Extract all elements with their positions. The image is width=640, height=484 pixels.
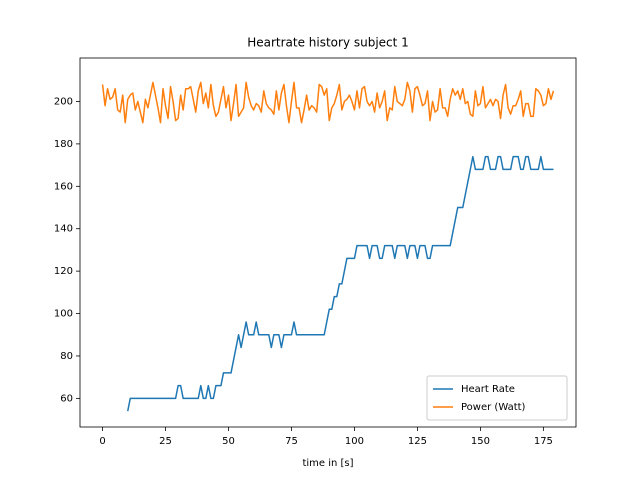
legend-label: Heart Rate (461, 384, 515, 395)
legend-label: Power (Watt) (461, 402, 526, 413)
y-tick-label: 60 (60, 393, 73, 404)
y-tick-label: 160 (54, 181, 73, 192)
data-line (101, 81, 555, 124)
x-tick-label: 0 (99, 436, 105, 447)
x-axis-label: time in [s] (302, 458, 353, 469)
y-tick-label: 180 (54, 139, 73, 150)
x-tick-label: 175 (534, 436, 553, 447)
y-tick-label: 100 (54, 309, 73, 320)
legend-box (426, 375, 568, 421)
x-tick-label: 100 (345, 436, 364, 447)
y-tick-label: 140 (54, 224, 73, 235)
x-tick-label: 50 (222, 436, 235, 447)
x-tick-label: 125 (408, 436, 427, 447)
data-line (127, 155, 554, 412)
x-tick-label: 150 (471, 436, 490, 447)
x-tick-label: 75 (285, 436, 298, 447)
plot-frame (79, 57, 577, 428)
y-tick-label: 120 (54, 266, 73, 277)
y-tick-label: 80 (60, 351, 73, 362)
y-tick-label: 200 (54, 96, 73, 107)
chart-title: Heartrate history subject 1 (247, 36, 409, 50)
x-tick-label: 25 (159, 436, 172, 447)
